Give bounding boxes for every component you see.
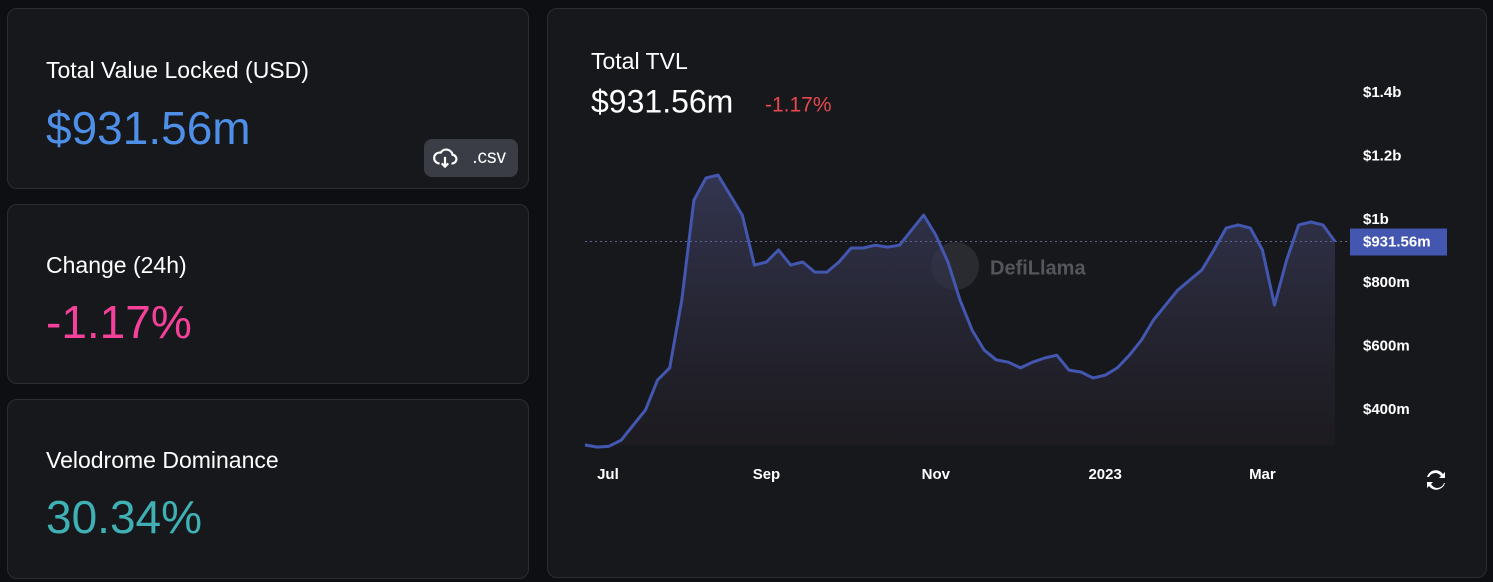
- card-label: Change (24h): [46, 252, 187, 278]
- chart-title: Total TVL: [591, 48, 688, 74]
- refresh-icon[interactable]: [1427, 470, 1445, 490]
- y-tick-label: $800m: [1363, 274, 1410, 291]
- tvl-card: Total Value Locked (USD) $931.56m: [7, 8, 529, 189]
- x-tick-label: Jul: [597, 466, 619, 483]
- card-value: -1.17%: [46, 296, 192, 348]
- x-tick-label: Sep: [753, 466, 781, 483]
- card-label: Velodrome Dominance: [46, 447, 279, 473]
- area: [585, 175, 1335, 448]
- line: [584, 173, 1337, 449]
- chart-change: -1.17%: [765, 94, 832, 117]
- x-tick-label: Nov: [922, 466, 951, 483]
- dominance-card: Velodrome Dominance 30.34%: [7, 399, 529, 579]
- x-tick-label: Mar: [1249, 466, 1276, 483]
- card-label: Total Value Locked (USD): [46, 57, 309, 83]
- y-tick-label: $600m: [1363, 338, 1410, 355]
- current-value-box: [1350, 228, 1447, 256]
- csv-button[interactable]: .csv: [424, 139, 518, 177]
- download-icon: [433, 148, 458, 169]
- y-tick-label: $1.4b: [1363, 84, 1401, 101]
- card-value: 30.34%: [46, 491, 203, 543]
- y-tick-label: $400m: [1363, 401, 1410, 418]
- chart-subtitle: $931.56m: [591, 83, 733, 119]
- y-tick-label: $1b: [1363, 211, 1389, 228]
- watermark: DefiLlama: [990, 257, 1086, 279]
- card-value: $931.56m: [46, 102, 251, 154]
- y-tick-label: $1.2b: [1363, 147, 1401, 164]
- csv-label: .csv: [472, 147, 506, 168]
- change-card: Change (24h) -1.17%: [7, 204, 529, 384]
- current-value-label: $931.56m: [1363, 233, 1431, 250]
- x-tick-label: 2023: [1088, 466, 1121, 483]
